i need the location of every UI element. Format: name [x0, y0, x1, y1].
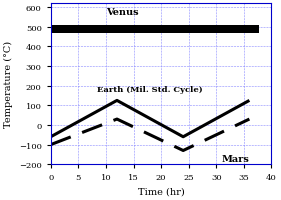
X-axis label: Time (hr): Time (hr)	[138, 187, 185, 196]
Text: Mars: Mars	[222, 154, 250, 163]
Text: Venus: Venus	[106, 8, 139, 17]
Text: Earth (Mil. Std. Cycle): Earth (Mil. Std. Cycle)	[97, 85, 203, 93]
Y-axis label: Temperature (°C): Temperature (°C)	[4, 41, 13, 128]
